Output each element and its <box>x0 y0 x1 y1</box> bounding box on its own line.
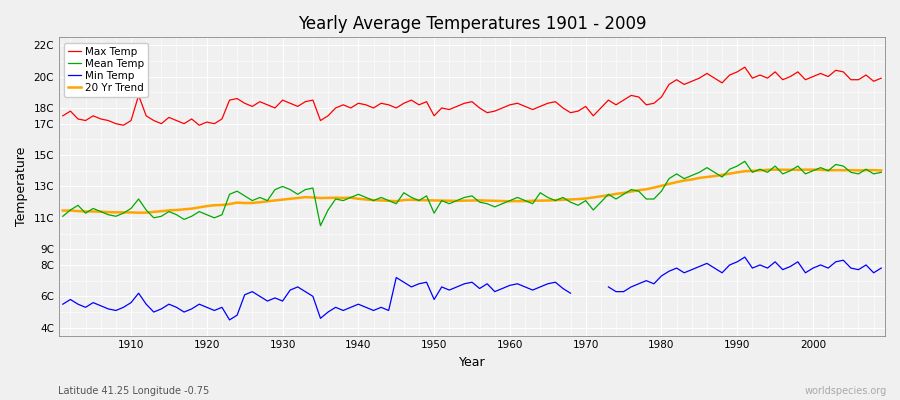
X-axis label: Year: Year <box>459 356 485 369</box>
Min Temp <box>497 286 508 291</box>
Y-axis label: Temperature: Temperature <box>15 147 28 226</box>
Max Temp <box>512 101 523 106</box>
Max Temp <box>118 123 129 128</box>
Min Temp <box>58 302 68 306</box>
Max Temp <box>505 102 516 107</box>
20 Yr Trend <box>603 193 614 198</box>
20 Yr Trend <box>505 199 516 204</box>
Mean Temp <box>505 198 516 203</box>
Min Temp <box>284 288 295 292</box>
20 Yr Trend <box>338 196 348 200</box>
Title: Yearly Average Temperatures 1901 - 2009: Yearly Average Temperatures 1901 - 2009 <box>298 15 646 33</box>
Line: 20 Yr Trend: 20 Yr Trend <box>63 170 881 213</box>
Mean Temp <box>338 198 348 203</box>
Mean Temp <box>876 170 886 175</box>
Line: Max Temp: Max Temp <box>63 67 881 125</box>
Mean Temp <box>603 192 614 197</box>
20 Yr Trend <box>133 210 144 215</box>
Max Temp <box>292 104 303 109</box>
Mean Temp <box>118 211 129 216</box>
Legend: Max Temp, Mean Temp, Min Temp, 20 Yr Trend: Max Temp, Mean Temp, Min Temp, 20 Yr Tre… <box>64 42 148 97</box>
Min Temp <box>505 283 516 288</box>
Min Temp <box>603 284 614 289</box>
Max Temp <box>603 98 614 102</box>
Mean Temp <box>315 223 326 228</box>
20 Yr Trend <box>876 168 886 173</box>
20 Yr Trend <box>800 167 811 172</box>
20 Yr Trend <box>512 199 523 204</box>
Mean Temp <box>740 159 751 164</box>
Text: worldspecies.org: worldspecies.org <box>805 386 886 396</box>
20 Yr Trend <box>118 210 129 215</box>
Text: Latitude 41.25 Longitude -0.75: Latitude 41.25 Longitude -0.75 <box>58 386 210 396</box>
Mean Temp <box>284 187 295 192</box>
Max Temp <box>58 114 68 118</box>
Min Temp <box>876 266 886 270</box>
Line: Mean Temp: Mean Temp <box>63 161 881 226</box>
20 Yr Trend <box>58 208 68 213</box>
Max Temp <box>338 102 348 107</box>
Max Temp <box>740 65 751 70</box>
Max Temp <box>876 76 886 80</box>
Mean Temp <box>512 195 523 200</box>
Mean Temp <box>58 214 68 219</box>
Line: Min Temp: Min Temp <box>63 257 881 320</box>
20 Yr Trend <box>292 196 303 200</box>
Max Temp <box>126 118 137 123</box>
Min Temp <box>118 305 129 310</box>
Min Temp <box>330 305 341 310</box>
